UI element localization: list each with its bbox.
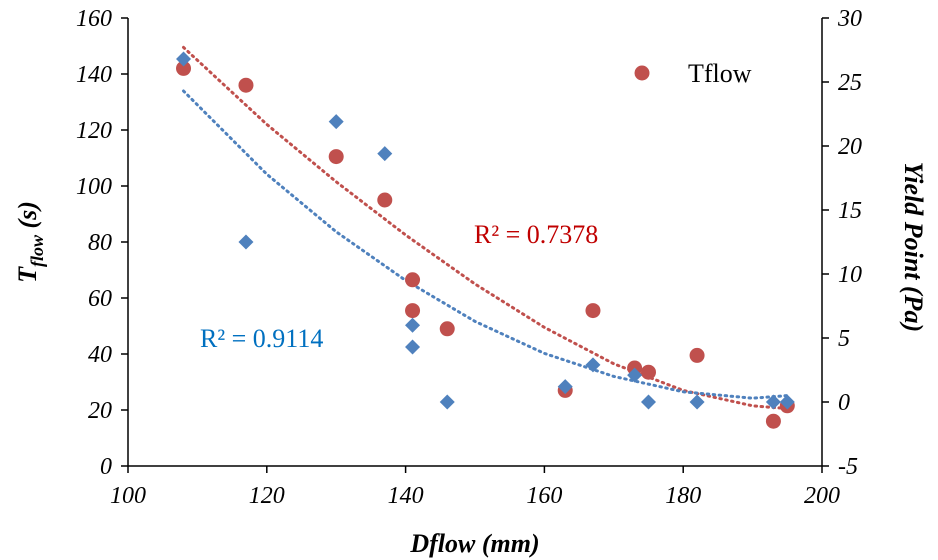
data-point-diamond (627, 367, 643, 383)
data-point-diamond (765, 394, 781, 410)
data-point-diamond (439, 394, 455, 410)
y-left-tick-label: 20 (88, 398, 112, 424)
y-right-tick-label: 15 (838, 198, 862, 224)
y-right-tick-label: 5 (838, 326, 850, 352)
r2-label-red: R² = 0.7378 (474, 220, 598, 249)
plot-area (121, 17, 829, 473)
labels: 100 120 140 160 180 200020406080100120140160-… (13, 6, 928, 558)
y-left-tick-label: 100 (76, 174, 112, 200)
x-tick-label: 160 (526, 483, 562, 509)
data-point-diamond (779, 394, 795, 410)
legend-marker-circle (634, 65, 650, 81)
data-point-circle (765, 413, 781, 429)
data-point-diamond (689, 394, 705, 410)
data-point-diamond (405, 317, 421, 333)
data-point-diamond (557, 379, 573, 395)
x-tick-label: 200 (804, 483, 840, 509)
data-point-circle (439, 321, 455, 337)
y-left-axis-title: Tflow (s) (13, 201, 47, 283)
data-point-circle (328, 149, 344, 165)
y-right-tick-label: 0 (838, 390, 850, 416)
y-right-tick-label: 20 (838, 134, 862, 160)
y-left-tick-label: 120 (76, 118, 112, 144)
data-point-circle (238, 77, 254, 93)
y-left-title-subscript: flow (27, 234, 47, 267)
data-point-circle (641, 364, 656, 380)
data-point-diamond (377, 146, 393, 162)
y-left-tick-label: 160 (76, 6, 112, 32)
y-right-axis-title: Yield Point (Pa) (899, 162, 928, 332)
data-point-circle (405, 272, 421, 288)
data-point-diamond (238, 234, 254, 250)
y-left-title-unit: (s) (13, 201, 42, 235)
x-axis-title: Dflow (mm) (409, 529, 539, 558)
y-left-tick-label: 80 (88, 230, 112, 256)
y-right-tick-label: 30 (837, 6, 862, 32)
data-point-circle (405, 303, 421, 319)
y-right-tick-label: 10 (838, 262, 862, 288)
trendline-series-0 (182, 45, 789, 411)
y-right-tick-label: 25 (838, 70, 862, 96)
data-point-circle (377, 192, 393, 208)
x-tick-label: 120 (249, 483, 285, 509)
data-point-diamond (585, 357, 601, 373)
y-right-tick-label: -5 (838, 454, 858, 480)
data-point-diamond (176, 51, 192, 67)
x-tick-label: 140 (388, 483, 424, 509)
data-point-diamond (641, 394, 656, 410)
x-tick-label: 180 (665, 483, 701, 509)
trendline-series-1 (182, 89, 789, 400)
y-left-tick-label: 0 (100, 454, 112, 480)
data-point-diamond (405, 339, 421, 355)
y-left-tick-label: 140 (76, 62, 112, 88)
y-left-tick-label: 40 (88, 342, 112, 368)
x-tick-label: 100 (110, 483, 146, 509)
data-point-diamond (328, 114, 344, 130)
r2-label-blue: R² = 0.9114 (200, 324, 323, 353)
legend-label: Tflow (688, 59, 752, 88)
y-left-title-main: T (13, 266, 42, 283)
data-point-circle (689, 347, 705, 363)
data-point-circle (585, 303, 601, 319)
y-left-tick-label: 60 (88, 286, 112, 312)
data-point-circle (176, 60, 192, 76)
